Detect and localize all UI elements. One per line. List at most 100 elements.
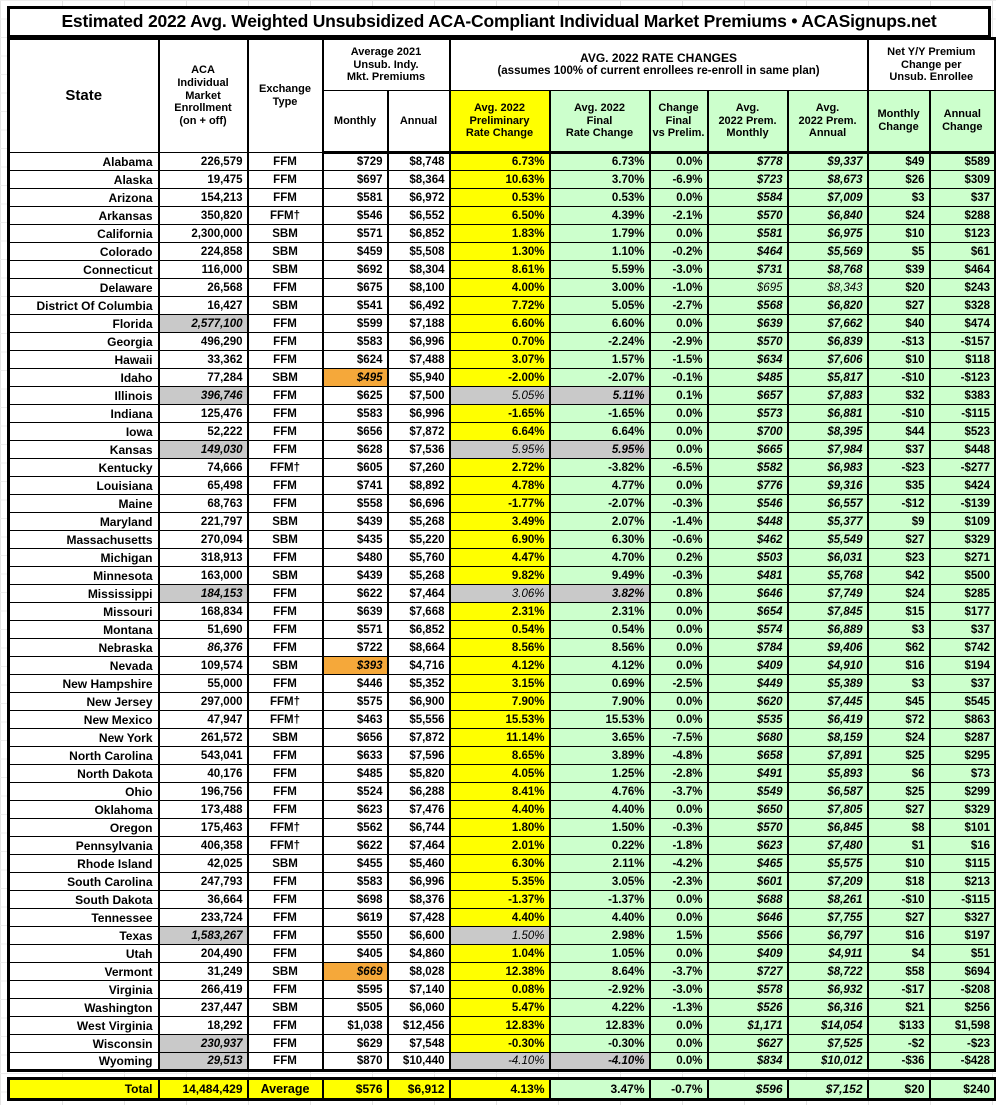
cell-2022-prem-monthly: $634 [706, 350, 789, 369]
cell-state: Arizona [7, 188, 160, 207]
cell-annual-change: $424 [928, 476, 996, 495]
cell-change-final-vs-prelim: 0.0% [648, 422, 709, 441]
cell-monthly-change: $10 [866, 854, 931, 873]
cell-2021-monthly: $435 [321, 530, 389, 549]
cell-2021-annual: $6,552 [386, 206, 451, 225]
cell-enrollment: 270,094 [157, 530, 249, 549]
cell-change-final-vs-prelim: -3.0% [648, 980, 709, 999]
cell-exchange-type: SBM [246, 854, 324, 873]
cell-2021-annual: $7,872 [386, 422, 451, 441]
cell-2021-monthly: $583 [321, 332, 389, 351]
cell-state: Maine [7, 494, 160, 513]
cell-2021-annual: $7,476 [386, 800, 451, 819]
cell-exchange-type: FFM [246, 800, 324, 819]
cell-change-final-vs-prelim: 0.0% [648, 944, 709, 963]
cell-annual-change: $51 [928, 944, 996, 963]
table-row: Florida 2,577,100 FFM $599 $7,188 6.60% 6.60% 0… [7, 314, 996, 333]
cell-enrollment: 51,690 [157, 620, 249, 639]
cell-final-rate-change: 5.05% [548, 296, 651, 315]
cell-enrollment: 175,463 [157, 818, 249, 837]
table-header: State ACA Individual Market Enrollment (… [7, 38, 996, 154]
cell-annual-change: $309 [928, 170, 996, 189]
cell-change-final-vs-prelim: 0.0% [648, 1034, 709, 1053]
cell-2022-prem-annual: $5,377 [786, 512, 869, 531]
table-row: Wyoming 29,513 FFM $870 $10,440 -4.10% -4.10% 0… [7, 1052, 996, 1071]
cell-2022-prem-annual: $5,389 [786, 674, 869, 693]
cell-exchange-type: FFM [246, 476, 324, 495]
cell-monthly-change: -$17 [866, 980, 931, 999]
cell-2021-monthly: $550 [321, 926, 389, 945]
cell-2021-monthly: $439 [321, 512, 389, 531]
cell-monthly-change: $45 [866, 692, 931, 711]
cell-2021-annual: $5,820 [386, 764, 451, 783]
cell-exchange-type: SBM [246, 368, 324, 387]
cell-enrollment: 33,362 [157, 350, 249, 369]
cell-exchange-type: FFM [246, 1016, 324, 1035]
cell-monthly-change: -$10 [866, 368, 931, 387]
cell-state: Vermont [7, 962, 160, 981]
cell-annual-change: -$208 [928, 980, 996, 999]
cell-2022-prem-annual: $5,768 [786, 566, 869, 585]
cell-2022-prem-annual: $7,209 [786, 872, 869, 891]
cell-annual-change: $299 [928, 782, 996, 801]
table-row: Nebraska 86,376 FFM $722 $8,664 8.56% 8.56% 0.0… [7, 638, 996, 657]
cell-annual-change: $863 [928, 710, 996, 729]
cell-final-rate-change: 8.64% [548, 962, 651, 981]
cell-2021-annual: $7,536 [386, 440, 451, 459]
cell-2022-prem-monthly: $566 [706, 926, 789, 945]
cell-2021-monthly: $463 [321, 710, 389, 729]
cell-2021-monthly: $629 [321, 1034, 389, 1053]
cell-annual-change: $288 [928, 206, 996, 225]
cell-annual-change: $523 [928, 422, 996, 441]
cell-2022-prem-monthly: $448 [706, 512, 789, 531]
cell-monthly-change: $10 [866, 224, 931, 243]
cell-exchange-type: FFM [246, 440, 324, 459]
cell-preliminary-rate-change: 7.90% [448, 692, 551, 711]
cell-enrollment: 173,488 [157, 800, 249, 819]
cell-enrollment: 184,153 [157, 584, 249, 603]
cell-preliminary-rate-change: 2.31% [448, 602, 551, 621]
cell-change-final-vs-prelim: 0.0% [648, 1052, 709, 1071]
cell-enrollment: 74,666 [157, 458, 249, 477]
cell-state: Georgia [7, 332, 160, 351]
cell-2022-prem-monthly: $639 [706, 314, 789, 333]
table-row: Pennsylvania 406,358 FFM† $622 $7,464 2.01% 0.… [7, 836, 996, 855]
cell-change-final-vs-prelim: 0.0% [648, 224, 709, 243]
cell-2021-monthly: $698 [321, 890, 389, 909]
table-row: North Carolina 543,041 FFM $633 $7,596 8.65% 3… [7, 746, 996, 765]
cell-state: Michigan [7, 548, 160, 567]
cell-final-rate-change: 15.53% [548, 710, 651, 729]
cell-preliminary-rate-change: 15.53% [448, 710, 551, 729]
cell-2022-prem-annual: $7,606 [786, 350, 869, 369]
cell-2021-monthly: $575 [321, 692, 389, 711]
cell-2021-monthly: $622 [321, 584, 389, 603]
cell-state: Texas [7, 926, 160, 945]
cell-2022-prem-monthly: $784 [706, 638, 789, 657]
cell-change-final-vs-prelim: 0.0% [648, 638, 709, 657]
cell-2021-annual: $6,492 [386, 296, 451, 315]
cell-change-final-vs-prelim: -3.0% [648, 260, 709, 279]
cell-preliminary-rate-change: 4.47% [448, 548, 551, 567]
cell-change-final-vs-prelim: -2.3% [648, 872, 709, 891]
col-header-preliminary-rate-change: Avg. 2022 Preliminary Rate Change [448, 90, 551, 154]
cell-exchange-type: SBM [246, 296, 324, 315]
cell-2021-annual: $5,268 [386, 512, 451, 531]
cell-2022-prem-monthly: $570 [706, 818, 789, 837]
cell-preliminary-rate-change: 7.72% [448, 296, 551, 315]
cell-enrollment: 68,763 [157, 494, 249, 513]
cell-state: Kentucky [7, 458, 160, 477]
cell-final-rate-change: 6.60% [548, 314, 651, 333]
cell-2021-annual: $7,668 [386, 602, 451, 621]
cell-annual-change: $123 [928, 224, 996, 243]
cell-exchange-type: FFM [246, 908, 324, 927]
cell-annual-change: -$139 [928, 494, 996, 513]
cell-2022-prem-monthly: $776 [706, 476, 789, 495]
cell-annual-change: $213 [928, 872, 996, 891]
cell-state: Colorado [7, 242, 160, 261]
col-header-enrollment: ACA Individual Market Enrollment (on + o… [157, 38, 249, 153]
cell-state: South Dakota [7, 890, 160, 909]
cell-state: District Of Columbia [7, 296, 160, 315]
table-row: Missouri 168,834 FFM $639 $7,668 2.31% 2.31% 0.… [7, 602, 996, 621]
table-row: North Dakota 40,176 FFM $485 $5,820 4.05% 1.25… [7, 764, 996, 783]
cell-annual-change: $61 [928, 242, 996, 261]
